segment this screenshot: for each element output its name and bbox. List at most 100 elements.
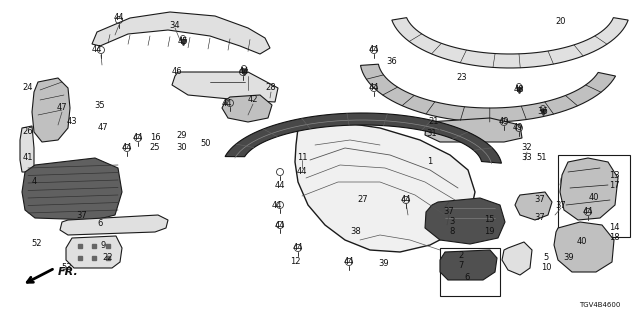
Text: 39: 39: [379, 260, 389, 268]
Bar: [440, 248, 500, 296]
Text: 44: 44: [369, 45, 380, 54]
Polygon shape: [60, 215, 168, 235]
Text: 39: 39: [564, 253, 574, 262]
Text: 53: 53: [61, 262, 72, 271]
Polygon shape: [515, 192, 552, 220]
Polygon shape: [222, 95, 272, 122]
Text: 49: 49: [513, 124, 524, 132]
Polygon shape: [440, 250, 497, 280]
Text: 30: 30: [177, 142, 188, 151]
Text: 37: 37: [534, 213, 545, 222]
Bar: [558, 155, 630, 237]
Text: 40: 40: [589, 194, 599, 203]
Polygon shape: [554, 222, 614, 272]
Text: 31: 31: [427, 129, 437, 138]
Text: 21: 21: [429, 117, 439, 126]
Text: 44: 44: [401, 196, 412, 204]
Text: 6: 6: [97, 220, 102, 228]
Text: 13: 13: [609, 171, 620, 180]
Polygon shape: [66, 236, 122, 268]
Polygon shape: [425, 118, 522, 142]
Text: 15: 15: [484, 215, 494, 225]
Text: 46: 46: [172, 68, 182, 76]
Text: 10: 10: [541, 263, 551, 273]
Text: 45: 45: [178, 37, 188, 46]
Text: 1: 1: [428, 157, 433, 166]
Text: 37: 37: [556, 201, 566, 210]
Text: 51: 51: [537, 154, 547, 163]
Text: FR.: FR.: [58, 267, 79, 277]
Text: 48: 48: [514, 85, 524, 94]
Text: 38: 38: [351, 228, 362, 236]
Text: 44: 44: [272, 201, 282, 210]
Text: 44: 44: [239, 68, 249, 76]
Text: 36: 36: [387, 58, 397, 67]
Text: 26: 26: [22, 127, 33, 137]
Text: TGV4B4600: TGV4B4600: [579, 302, 621, 308]
Text: 44: 44: [275, 181, 285, 190]
Text: 24: 24: [23, 84, 33, 92]
Text: 36: 36: [538, 108, 548, 116]
Polygon shape: [425, 198, 505, 244]
Polygon shape: [225, 113, 502, 163]
Text: 40: 40: [577, 237, 588, 246]
Text: 44: 44: [122, 143, 132, 153]
Text: 37: 37: [444, 207, 454, 217]
Polygon shape: [172, 72, 278, 102]
Text: 37: 37: [534, 196, 545, 204]
Text: 28: 28: [266, 84, 276, 92]
Text: 42: 42: [248, 95, 259, 105]
Text: 44: 44: [221, 99, 232, 108]
Text: 44: 44: [344, 258, 355, 267]
Text: 47: 47: [57, 103, 67, 113]
Text: 47: 47: [98, 124, 108, 132]
Text: 41: 41: [23, 154, 33, 163]
Polygon shape: [32, 78, 70, 142]
Polygon shape: [20, 126, 34, 172]
Text: 29: 29: [177, 131, 188, 140]
Text: 35: 35: [95, 100, 106, 109]
Text: 9: 9: [100, 241, 106, 250]
Text: 4: 4: [31, 178, 36, 187]
Text: 23: 23: [457, 74, 467, 83]
Polygon shape: [22, 158, 122, 220]
Text: 11: 11: [297, 153, 307, 162]
Text: 19: 19: [484, 228, 494, 236]
Polygon shape: [360, 64, 616, 122]
Polygon shape: [502, 242, 532, 275]
Text: 44: 44: [292, 244, 303, 252]
Text: 43: 43: [67, 117, 77, 126]
Text: 20: 20: [556, 18, 566, 27]
Text: 12: 12: [290, 258, 300, 267]
Text: 44: 44: [132, 133, 143, 142]
Text: 2: 2: [458, 251, 463, 260]
Text: 7: 7: [458, 260, 464, 269]
Text: 16: 16: [150, 132, 160, 141]
Text: 22: 22: [103, 253, 113, 262]
Text: 44: 44: [114, 13, 124, 22]
Text: 5: 5: [543, 253, 548, 262]
Text: 44: 44: [583, 207, 593, 217]
Text: 32: 32: [522, 143, 532, 153]
Text: 44: 44: [92, 45, 102, 54]
Text: 37: 37: [77, 211, 88, 220]
Text: 6: 6: [464, 273, 470, 282]
Text: 17: 17: [609, 180, 620, 189]
Text: 34: 34: [170, 20, 180, 29]
Text: 52: 52: [32, 238, 42, 247]
Text: 44: 44: [369, 84, 380, 92]
Text: 18: 18: [609, 234, 620, 243]
Polygon shape: [295, 122, 475, 252]
Text: 50: 50: [201, 139, 211, 148]
Text: 8: 8: [449, 228, 454, 236]
Polygon shape: [92, 12, 270, 54]
Text: 44: 44: [275, 220, 285, 229]
Polygon shape: [560, 158, 618, 220]
Text: 49: 49: [499, 117, 509, 126]
Text: 27: 27: [358, 196, 368, 204]
Text: 44: 44: [297, 167, 307, 177]
Text: 14: 14: [609, 223, 620, 233]
Text: 33: 33: [522, 154, 532, 163]
Text: 25: 25: [150, 143, 160, 153]
Text: 3: 3: [449, 218, 454, 227]
